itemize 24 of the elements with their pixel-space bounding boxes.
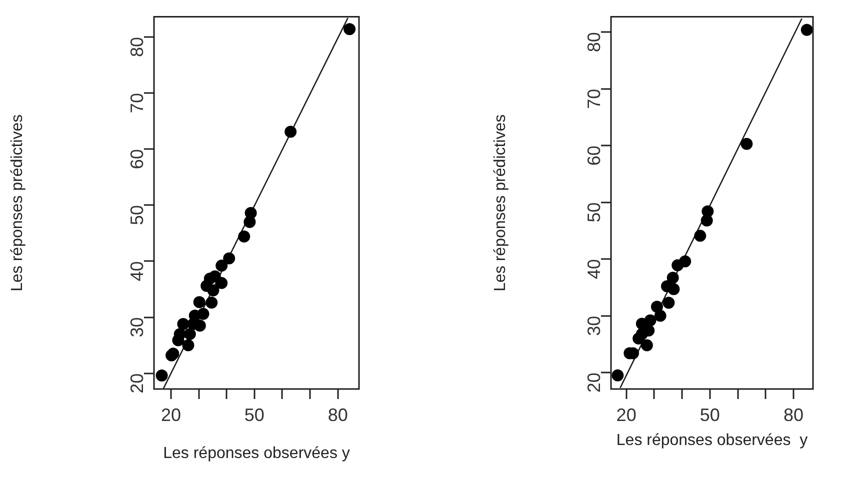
y-tick-label: 70 xyxy=(584,88,604,109)
y-tick-label: 60 xyxy=(584,146,604,166)
y-tick-label: 50 xyxy=(126,205,147,226)
x-tick-label: 80 xyxy=(328,404,348,425)
y-tick-label: 30 xyxy=(126,317,147,338)
y-tick-label: 20 xyxy=(126,373,147,394)
y-axis-title: Les réponses prédictives xyxy=(9,114,26,292)
y-tick-label: 80 xyxy=(584,32,604,52)
x-tick-label: 20 xyxy=(160,404,181,425)
y-tick-label: 20 xyxy=(584,372,604,393)
y-tick-label: 40 xyxy=(126,261,147,282)
y-tick-label: 70 xyxy=(126,93,147,114)
x-tick-label: 50 xyxy=(244,404,264,425)
y-axis-title: Les réponses prédictives xyxy=(492,114,510,292)
y-tick-label: 40 xyxy=(584,259,604,280)
y-tick-label: 50 xyxy=(584,202,604,222)
x-tick-label: 80 xyxy=(783,404,804,425)
x-axis-title: Les réponses observées y xyxy=(616,432,808,449)
x-tick-label: 50 xyxy=(700,404,720,425)
y-tick-label: 60 xyxy=(126,149,147,170)
y-tick-label: 80 xyxy=(126,36,147,58)
y-tick-label: 30 xyxy=(584,316,604,336)
x-tick-label: 20 xyxy=(616,404,636,425)
x-axis-title: Les réponses observées y xyxy=(163,444,350,462)
